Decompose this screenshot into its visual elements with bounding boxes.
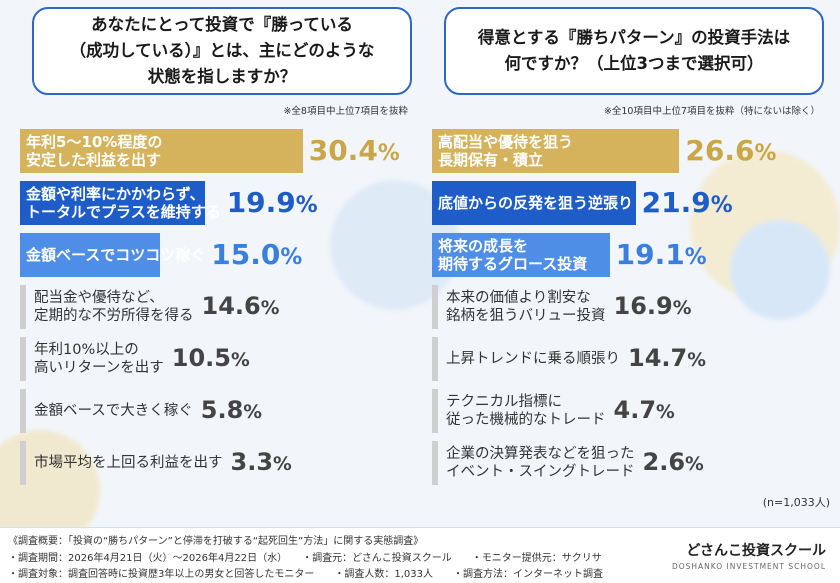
value-label: 2.6%	[642, 448, 704, 476]
right-question: 得意とする『勝ちパターン』の投資手法は 何ですか？（上位3つまで選択可）	[477, 28, 791, 73]
bar-label: 市場平均を上回る利益を出す	[34, 455, 223, 471]
value-label: 14.6%	[201, 292, 280, 320]
bar	[432, 337, 569, 381]
left-question: あなたにとって投資で『勝っている （成功している）』とは、主にどのような 状態を…	[69, 15, 375, 86]
left-bar-chart: 年利5〜10%程度の 安定した利益を出す 30.4% 金額や利率にかかわらず、 トー…	[20, 125, 430, 515]
bar-label: 底値からの反発を狙う逆張り	[438, 194, 634, 212]
bar	[20, 129, 303, 173]
sample-size-note: (n=1,033人)	[762, 496, 830, 509]
survey-footer: 《調査概要：「投資の“勝ちパターン”と停滞を打破する“起死回生”方法」に関する実…	[0, 527, 840, 583]
bar-label: 企業の決算発表などを狙った イベント・スイングトレード	[446, 446, 635, 480]
bar	[432, 441, 492, 485]
background-blob	[730, 220, 830, 320]
bar-label: 金額ベースでコツコツ稼ぐ	[26, 246, 206, 264]
right-question-box: 得意とする『勝ちパターン』の投資手法は 何ですか？（上位3つまで選択可）	[444, 7, 824, 95]
footer-period: ・調査期間：2026年4月21日（火）〜2026年4月22日（水） ・調査元：ど…	[8, 553, 602, 564]
right-bar-chart: 高配当や優待を狙う 長期保有・積立 26.6% 底値からの反発を狙う逆張り 21.9%…	[432, 125, 840, 515]
bar-label: 上昇トレンドに乗る順張り	[446, 351, 620, 367]
bar	[20, 233, 160, 277]
value-label: 3.3%	[230, 448, 292, 476]
bar-label: 本来の価値より割安な 銘柄を狙うバリュー投資	[446, 290, 606, 324]
value-label: 4.7%	[613, 396, 675, 424]
value-label: 21.9%	[641, 186, 733, 219]
bar-label: 年利5〜10%程度の 安定した利益を出す	[26, 133, 163, 169]
bar	[20, 337, 118, 381]
value-label: 10.5%	[171, 344, 250, 372]
value-label: 19.9%	[226, 186, 318, 219]
bar	[20, 181, 206, 225]
footer-target: ・調査対象：調査回答時に投資歴3年以上の男女と回答したモニター ・調査人数：1,…	[8, 569, 603, 580]
logo-subtext: DOSHANKO INVESTMENT SCHOOL	[671, 562, 826, 571]
right-panel: 得意とする『勝ちパターン』の投資手法は 何ですか？（上位3つまで選択可） ※全1…	[432, 0, 840, 520]
bar	[432, 389, 492, 433]
bar-label: 高配当や優待を狙う 長期保有・積立	[438, 133, 574, 169]
value-label: 19.1%	[615, 238, 707, 271]
bar	[20, 285, 156, 329]
value-label: 16.9%	[613, 292, 692, 320]
bar	[432, 285, 590, 329]
bar-label: 将来の成長を 期待するグロース投資	[438, 237, 588, 273]
left-note: ※全8項目中上位7項目を抜粋	[283, 106, 408, 117]
value-label: 26.6%	[685, 134, 777, 167]
bar	[432, 181, 636, 225]
value-label: 14.7%	[628, 344, 706, 372]
value-label: 30.4%	[308, 134, 400, 167]
value-label: 5.8%	[200, 396, 263, 424]
left-question-box: あなたにとって投資で『勝っている （成功している）』とは、主にどのような 状態を…	[32, 7, 412, 95]
bar-label: テクニカル指標に 従った機械的なトレード	[446, 394, 606, 428]
value-label: 15.0%	[211, 238, 303, 271]
bar	[20, 389, 80, 433]
bar-label: 配当金や優待など、 定期的な不労所得を得る	[34, 290, 194, 324]
footer-summary: 《調査概要：「投資の“勝ちパターン”と停滞を打破する“起死回生”方法」に関する実…	[8, 536, 424, 547]
logo-text: どさんこ投資スクール	[686, 543, 826, 559]
bar	[20, 441, 80, 485]
bar-label: 年利10%以上の 高いリターンを出す	[34, 342, 164, 376]
bar-label: 金額ベースで大きく稼ぐ	[34, 403, 193, 419]
right-note: ※全10項目中上位7項目を抜粋（特にないは除く）	[603, 106, 820, 117]
bar	[432, 129, 680, 173]
left-panel: あなたにとって投資で『勝っている （成功している）』とは、主にどのような 状態を…	[20, 0, 430, 520]
bar	[432, 233, 610, 277]
bar-label: 金額や利率にかかわらず、 トータルでプラスを維持する	[26, 185, 221, 221]
